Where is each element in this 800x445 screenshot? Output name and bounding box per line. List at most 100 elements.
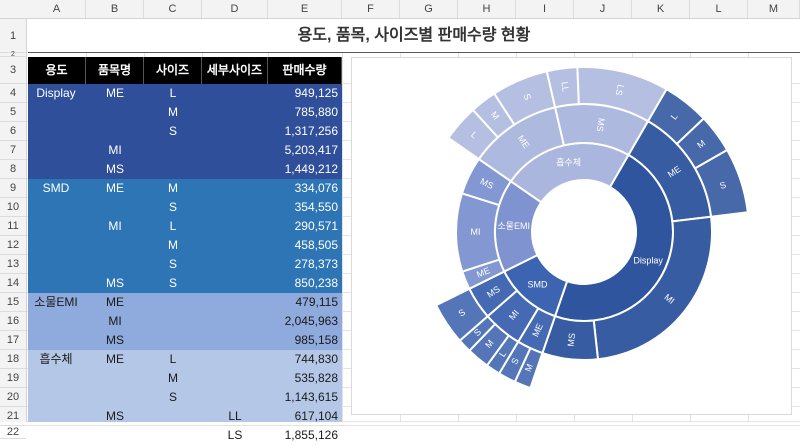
usage-cell[interactable] — [28, 369, 84, 388]
detail-size-cell[interactable] — [202, 388, 268, 407]
detail-size-cell[interactable] — [202, 198, 268, 217]
usage-cell[interactable] — [28, 388, 84, 407]
column-header-g[interactable]: G — [400, 0, 458, 18]
row-header-13[interactable]: 13 — [0, 255, 26, 274]
usage-cell[interactable] — [28, 141, 84, 160]
row-header-2[interactable]: 2 — [0, 51, 26, 58]
detail-size-cell[interactable] — [202, 160, 268, 179]
quantity-cell[interactable]: 617,104 — [294, 409, 338, 423]
column-header-f[interactable]: F — [342, 0, 400, 18]
quantity-cell[interactable]: 334,076 — [294, 181, 338, 195]
quantity-cell[interactable]: 1,855,126 — [284, 428, 338, 442]
row-header-10[interactable]: 10 — [0, 198, 26, 217]
item-cell[interactable]: ME — [106, 86, 124, 100]
size-cell[interactable]: M — [168, 181, 178, 195]
quantity-cell[interactable]: 850,238 — [294, 276, 338, 290]
item-cell[interactable]: ME — [106, 181, 124, 195]
quantity-cell[interactable]: 1,143,615 — [284, 390, 338, 404]
row-header-1[interactable]: 1 — [0, 19, 26, 53]
quantity-cell[interactable]: 985,158 — [294, 333, 338, 347]
detail-size-cell[interactable] — [202, 141, 268, 160]
item-cell[interactable] — [86, 255, 144, 274]
row-header-3[interactable]: 3 — [0, 57, 26, 84]
item-cell[interactable]: MI — [108, 219, 122, 233]
size-cell[interactable]: S — [168, 124, 177, 138]
column-header-a[interactable]: A — [28, 0, 86, 18]
sheet-title[interactable]: 용도, 품목, 사이즈별 판매수량 현황 — [297, 27, 531, 44]
item-cell[interactable]: MS — [106, 162, 124, 176]
column-header-k[interactable]: K — [632, 0, 690, 18]
usage-cell[interactable] — [28, 331, 84, 350]
size-cell[interactable]: L — [169, 219, 177, 233]
row-header-12[interactable]: 12 — [0, 236, 26, 255]
item-cell[interactable] — [86, 198, 144, 217]
quantity-cell[interactable]: 290,571 — [294, 219, 338, 233]
item-cell[interactable]: MS — [106, 333, 124, 347]
size-cell[interactable]: M — [168, 371, 178, 385]
usage-cell[interactable] — [28, 312, 84, 331]
item-cell[interactable]: MI — [108, 143, 122, 157]
quantity-cell[interactable]: 1,449,212 — [284, 162, 338, 176]
item-cell[interactable] — [86, 122, 144, 141]
quantity-cell[interactable]: 535,828 — [294, 371, 338, 385]
size-cell[interactable] — [144, 312, 202, 331]
detail-size-cell[interactable] — [202, 369, 268, 388]
usage-cell[interactable]: 소물EMI — [34, 295, 78, 309]
usage-cell[interactable]: Display — [36, 86, 76, 100]
row-header-7[interactable]: 7 — [0, 141, 26, 160]
sunburst-segment-4[interactable] — [693, 148, 749, 218]
size-cell[interactable]: M — [168, 105, 178, 119]
quantity-cell[interactable]: 458,505 — [294, 238, 338, 252]
usage-cell[interactable]: SMD — [42, 181, 70, 195]
size-cell[interactable] — [144, 293, 202, 312]
item-cell[interactable]: MI — [108, 314, 122, 328]
item-cell[interactable] — [86, 369, 144, 388]
usage-cell[interactable] — [28, 122, 84, 141]
detail-size-cell[interactable] — [202, 236, 268, 255]
row-header-9[interactable]: 9 — [0, 179, 26, 198]
item-cell[interactable]: ME — [106, 352, 124, 366]
item-cell[interactable] — [86, 236, 144, 255]
row-header-19[interactable]: 19 — [0, 369, 26, 388]
usage-cell[interactable] — [28, 160, 84, 179]
quantity-cell[interactable]: 1,317,256 — [284, 124, 338, 138]
table-header-cell[interactable]: 용도 — [28, 57, 86, 84]
quantity-cell[interactable]: 479,115 — [295, 295, 339, 309]
size-cell[interactable] — [144, 426, 202, 445]
detail-size-cell[interactable] — [202, 312, 268, 331]
sunburst-segment-28[interactable] — [576, 66, 668, 123]
column-header-j[interactable]: J — [574, 0, 632, 18]
row-header-5[interactable]: 5 — [0, 103, 26, 122]
column-header-h[interactable]: H — [458, 0, 516, 18]
row-header-16[interactable]: 16 — [0, 312, 26, 331]
usage-cell[interactable] — [28, 407, 84, 426]
usage-cell[interactable] — [28, 426, 84, 445]
row-header-14[interactable]: 14 — [0, 274, 26, 293]
usage-cell[interactable]: 흡수체 — [39, 352, 73, 366]
column-header-c[interactable]: C — [144, 0, 202, 18]
size-cell[interactable]: S — [168, 390, 177, 404]
item-cell[interactable] — [86, 388, 144, 407]
quantity-cell[interactable]: 2,045,963 — [284, 314, 338, 328]
size-cell[interactable]: M — [168, 238, 178, 252]
detail-size-cell[interactable] — [202, 255, 268, 274]
size-cell[interactable] — [144, 407, 202, 426]
usage-cell[interactable] — [28, 103, 84, 122]
row-header-8[interactable]: 8 — [0, 160, 26, 179]
table-header-cell[interactable]: 품목명 — [86, 57, 144, 84]
item-cell[interactable]: MS — [106, 409, 124, 423]
size-cell[interactable]: S — [168, 257, 177, 271]
sunburst-chart[interactable]: Display ME L M S MI MS SMD ME M S MI L M S MS S 소물EMI ME MI… — [351, 57, 792, 415]
size-cell[interactable] — [144, 141, 202, 160]
item-cell[interactable] — [86, 103, 144, 122]
usage-cell[interactable] — [28, 198, 84, 217]
column-header-m[interactable]: M — [748, 0, 800, 18]
usage-cell[interactable] — [28, 274, 84, 293]
size-cell[interactable] — [144, 331, 202, 350]
detail-size-cell[interactable] — [202, 103, 268, 122]
size-cell[interactable]: L — [169, 86, 177, 100]
size-cell[interactable]: L — [169, 352, 177, 366]
size-cell[interactable]: S — [168, 200, 177, 214]
usage-cell[interactable] — [28, 255, 84, 274]
row-header-22[interactable]: 22 — [0, 426, 26, 439]
